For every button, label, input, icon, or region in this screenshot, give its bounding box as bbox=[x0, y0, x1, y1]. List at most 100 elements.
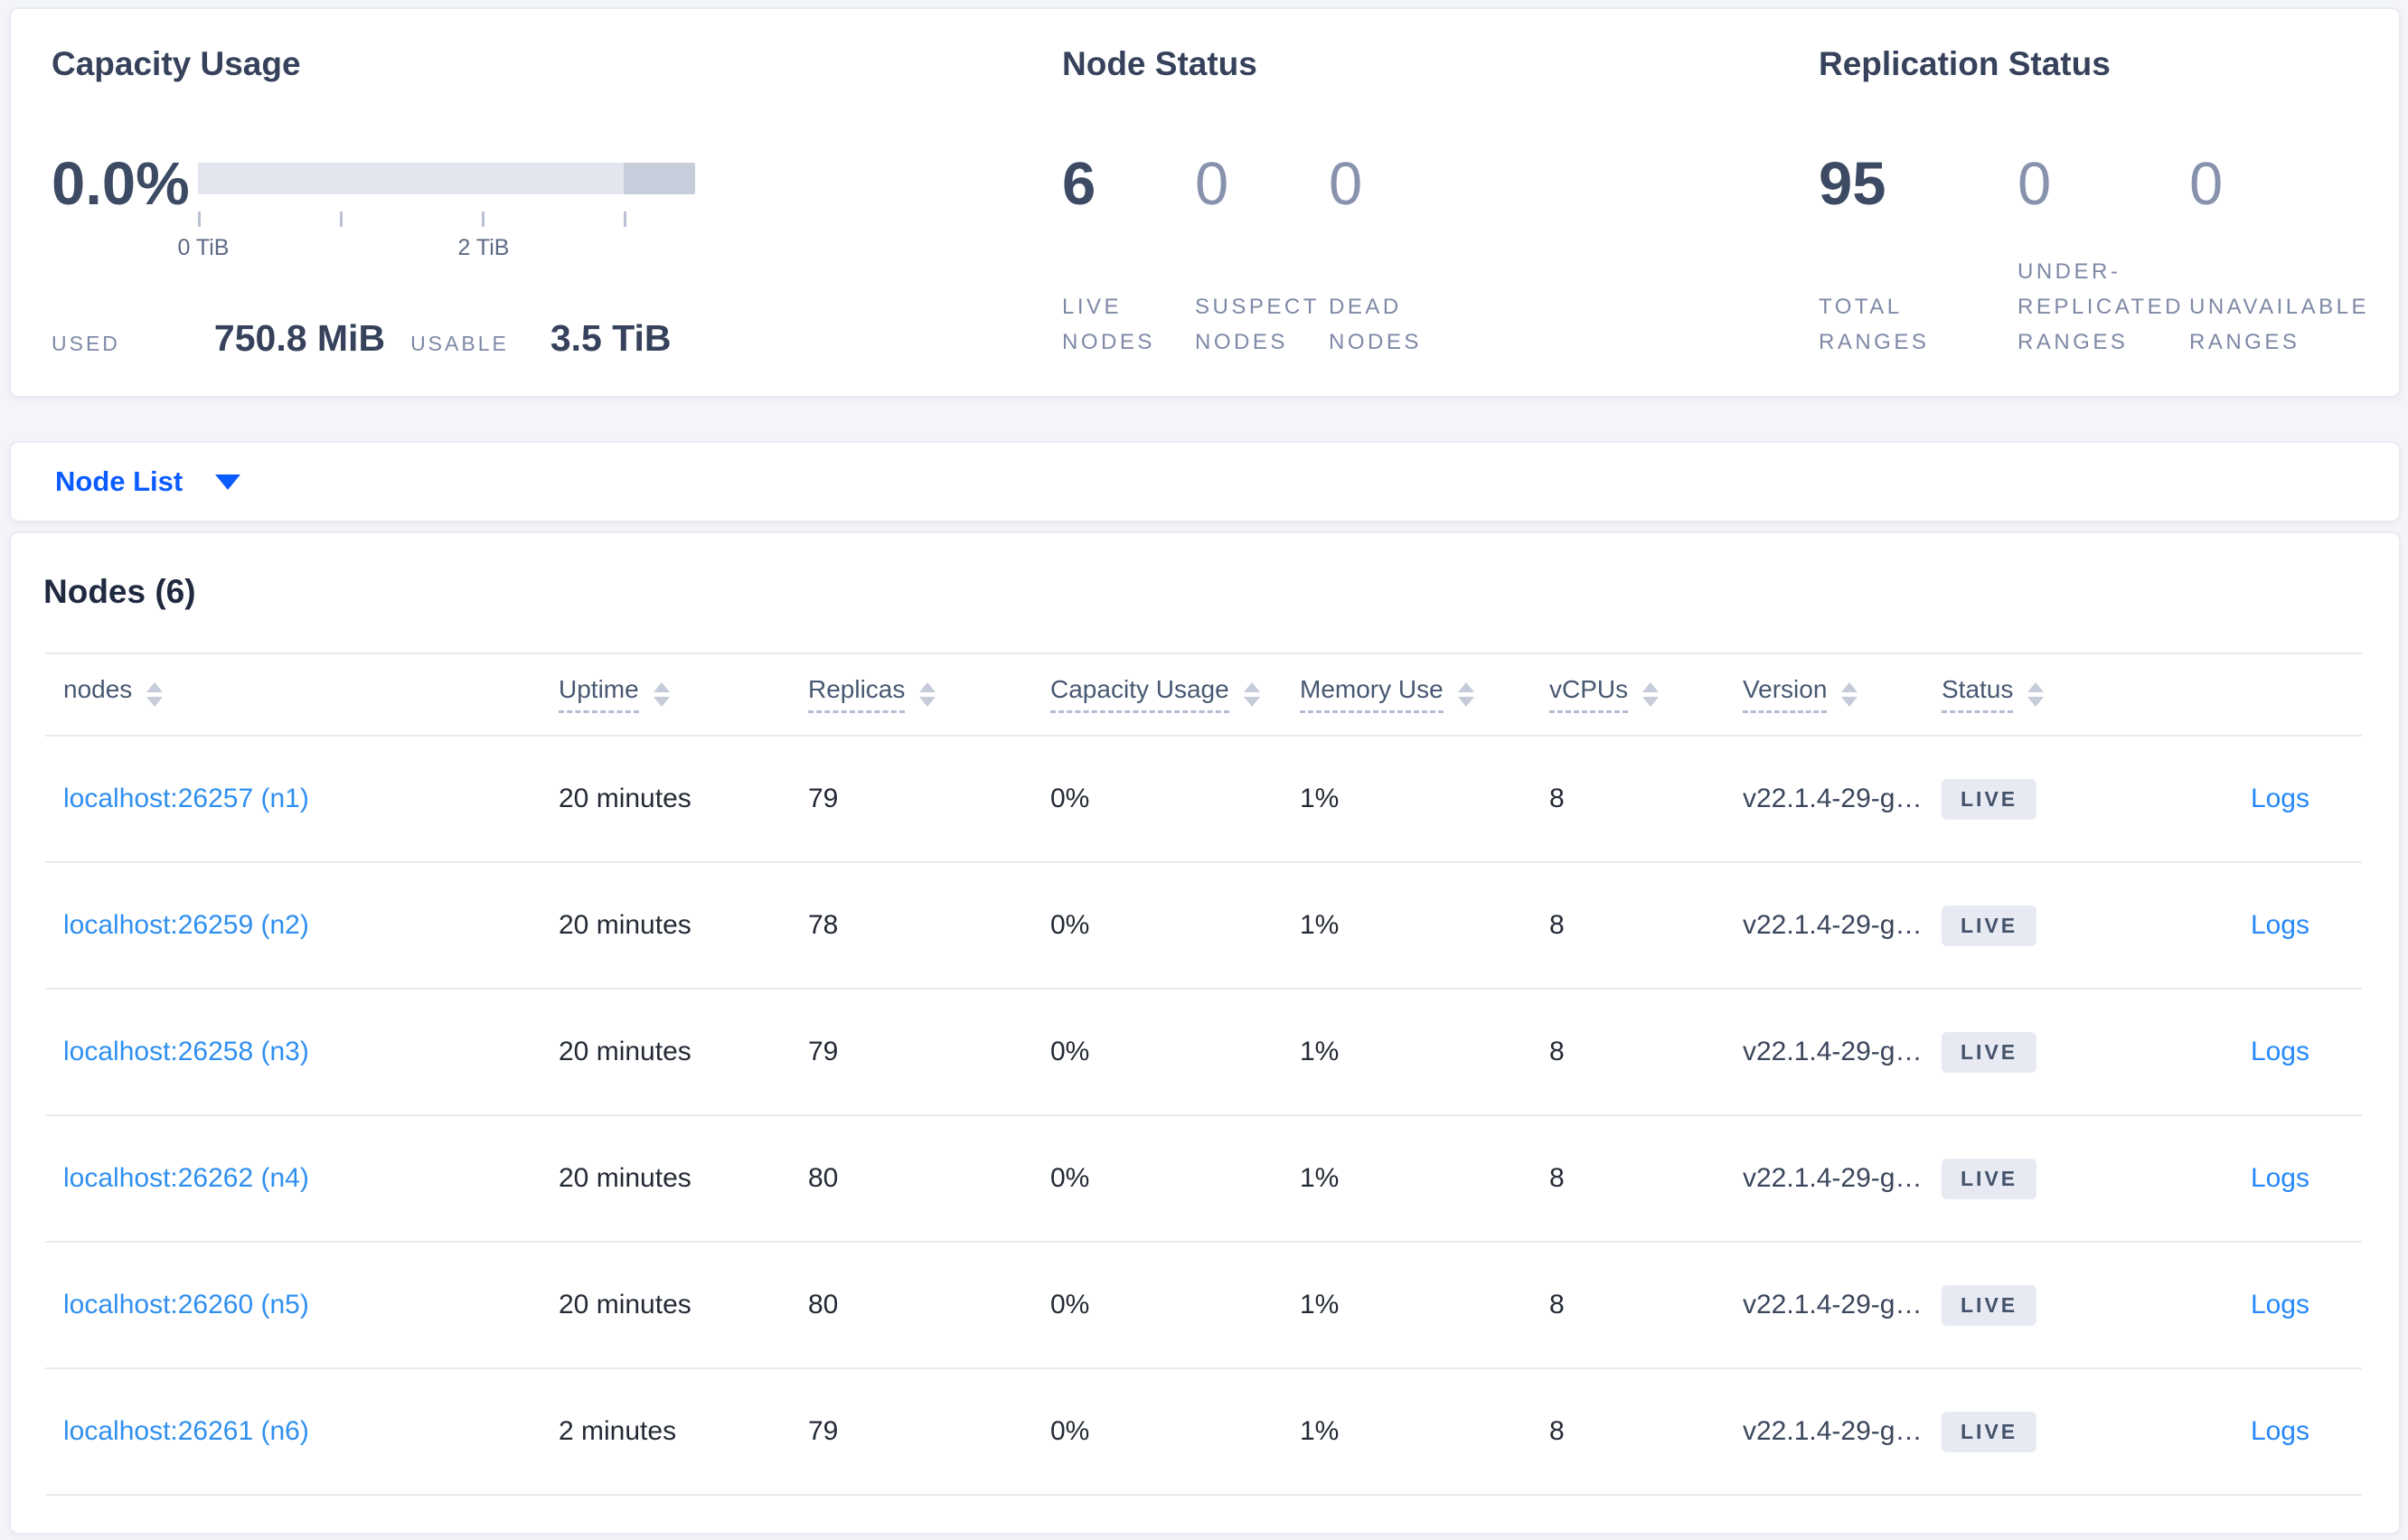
replicas-cell: 79 bbox=[808, 1416, 839, 1446]
column-header-uptime[interactable]: Uptime bbox=[559, 676, 808, 713]
node-cell: localhost:26262 (n4) bbox=[45, 1163, 559, 1194]
logs-cell: Logs bbox=[2108, 1416, 2362, 1447]
uptime-cell: 20 minutes bbox=[559, 784, 691, 813]
node-cell: localhost:26258 (n3) bbox=[45, 1037, 559, 1067]
logs-cell: Logs bbox=[2108, 1037, 2362, 1067]
replication-status-section: Replication Status 95 TOTAL RANGES 0 UNDER- R… bbox=[1819, 9, 2403, 396]
node-link[interactable]: localhost:26260 (n5) bbox=[63, 1290, 309, 1319]
capacity-bar-used-segment bbox=[624, 163, 695, 194]
sort-icon bbox=[1457, 682, 1474, 707]
summary-stat: 95 TOTAL RANGES bbox=[1819, 154, 2018, 360]
node-cell: localhost:26257 (n1) bbox=[45, 784, 559, 814]
logs-link[interactable]: Logs bbox=[2250, 1290, 2309, 1319]
node-link[interactable]: localhost:26259 (n2) bbox=[63, 910, 309, 940]
nodes-table-body: localhost:26257 (n1) 20 minutes 79 0% 1% 8 v22… bbox=[45, 737, 2362, 1496]
status-badge: LIVE bbox=[1942, 1411, 2037, 1452]
stat-label: TOTAL RANGES bbox=[1819, 295, 1930, 354]
stat-value: 0 bbox=[2189, 150, 2224, 218]
node-cell: localhost:26259 (n2) bbox=[45, 910, 559, 941]
stat-label: UNAVAILABLE RANGES bbox=[2189, 295, 2370, 354]
used-label: USED bbox=[52, 332, 120, 355]
axis-tick bbox=[624, 211, 626, 227]
stat-label: SUSPECT NODES bbox=[1195, 295, 1320, 354]
version-cell: v22.1.4-29-g… bbox=[1743, 1037, 1923, 1066]
version-cell: v22.1.4-29-g… bbox=[1743, 1290, 1923, 1319]
node-link[interactable]: localhost:26258 (n3) bbox=[63, 1037, 309, 1066]
column-header-replicas[interactable]: Replicas bbox=[808, 676, 1050, 713]
stat-label: LIVE NODES bbox=[1062, 295, 1155, 354]
replication-status-stats: 95 TOTAL RANGES 0 UNDER- REPLICATED RANGES 0 UNA… bbox=[1819, 154, 2408, 360]
sort-icon bbox=[1243, 682, 1260, 707]
used-value: 750.8 MiB bbox=[213, 317, 386, 359]
logs-link[interactable]: Logs bbox=[2250, 784, 2309, 813]
memory-use-cell: 1% bbox=[1300, 1037, 1340, 1066]
node-link[interactable]: localhost:26257 (n1) bbox=[63, 784, 309, 813]
column-header-vcpus[interactable]: vCPUs bbox=[1549, 676, 1743, 713]
axis-tick bbox=[198, 211, 201, 227]
node-link[interactable]: localhost:26261 (n6) bbox=[63, 1416, 309, 1446]
summary-stat: 6 LIVE NODES bbox=[1062, 154, 1195, 360]
stat-label: DEAD NODES bbox=[1329, 295, 1422, 354]
vcpus-cell: 8 bbox=[1549, 1163, 1565, 1193]
node-status-title: Node Status bbox=[1062, 45, 1257, 82]
stat-value: 0 bbox=[1329, 150, 1363, 218]
stat-value: 0 bbox=[2018, 150, 2052, 218]
uptime-cell: 20 minutes bbox=[559, 1037, 691, 1066]
version-cell: v22.1.4-29-g… bbox=[1743, 1163, 1923, 1193]
axis-tick bbox=[482, 211, 484, 227]
column-header-version[interactable]: Version bbox=[1743, 676, 1942, 713]
table-row: localhost:26258 (n3) 20 minutes 79 0% 1% 8 v22… bbox=[45, 990, 2362, 1116]
summary-stat: 0 SUSPECT NODES bbox=[1195, 154, 1329, 360]
status-cell: LIVE bbox=[1942, 905, 2108, 946]
summary-stat: 0 UNAVAILABLE RANGES bbox=[2189, 154, 2408, 360]
column-header-label: Capacity Usage bbox=[1050, 676, 1229, 713]
replicas-cell: 79 bbox=[808, 1037, 839, 1066]
status-cell: LIVE bbox=[1942, 1284, 2108, 1326]
node-link[interactable]: localhost:26262 (n4) bbox=[63, 1163, 309, 1193]
sort-icon bbox=[919, 682, 936, 707]
uptime-cell: 2 minutes bbox=[559, 1416, 677, 1446]
uptime-cell: 20 minutes bbox=[559, 910, 691, 940]
table-row: localhost:26259 (n2) 20 minutes 78 0% 1% 8 v22… bbox=[45, 863, 2362, 990]
nodes-table: nodes Uptime Replicas Capacity Usage Memory … bbox=[45, 653, 2362, 1496]
logs-cell: Logs bbox=[2108, 910, 2362, 941]
usable-value: 3.5 TiB bbox=[550, 317, 672, 359]
logs-link[interactable]: Logs bbox=[2250, 910, 2309, 940]
sort-icon bbox=[653, 682, 670, 707]
capacity-bar: 0 TiB 2 TiB bbox=[178, 163, 695, 271]
status-badge: LIVE bbox=[1942, 1158, 2037, 1199]
uptime-cell: 20 minutes bbox=[559, 1290, 691, 1319]
version-cell: v22.1.4-29-g… bbox=[1743, 910, 1923, 940]
logs-link[interactable]: Logs bbox=[2250, 1416, 2309, 1446]
node-list-dropdown[interactable]: Node List bbox=[55, 443, 241, 521]
logs-link[interactable]: Logs bbox=[2250, 1037, 2309, 1066]
logs-link[interactable]: Logs bbox=[2250, 1163, 2309, 1193]
cluster-overview-panel: Capacity Usage 0.0% 0 TiB 2 TiB USED 750… bbox=[9, 7, 2401, 398]
node-status-stats: 6 LIVE NODES 0 SUSPECT NODES 0 DEAD NODES bbox=[1062, 154, 1510, 360]
capacity-usage-cell: 0% bbox=[1050, 1290, 1090, 1319]
column-header-capacity-usage[interactable]: Capacity Usage bbox=[1050, 676, 1300, 713]
capacity-gauge: 0.0% 0 TiB 2 TiB bbox=[52, 154, 1001, 271]
column-header-status[interactable]: Status bbox=[1942, 676, 2108, 713]
nodes-table-header: nodes Uptime Replicas Capacity Usage Memory … bbox=[45, 653, 2362, 737]
capacity-usage-cell: 0% bbox=[1050, 784, 1090, 813]
column-header-label: Replicas bbox=[808, 676, 906, 713]
column-header-nodes[interactable]: nodes bbox=[45, 674, 559, 713]
column-header-label: nodes bbox=[63, 674, 133, 703]
summary-stat: 0 DEAD NODES bbox=[1329, 154, 1510, 360]
memory-use-cell: 1% bbox=[1300, 1416, 1340, 1446]
column-header-memory-use[interactable]: Memory Use bbox=[1300, 676, 1549, 713]
usable-label: USABLE bbox=[410, 332, 509, 355]
node-status-section: Node Status 6 LIVE NODES 0 SUSPECT NODES 0 DEAD… bbox=[1062, 9, 1749, 396]
replicas-cell: 80 bbox=[808, 1163, 839, 1193]
stat-label: UNDER- REPLICATED RANGES bbox=[2018, 259, 2184, 354]
status-badge: LIVE bbox=[1942, 905, 2037, 946]
version-cell: v22.1.4-29-g… bbox=[1743, 784, 1923, 813]
column-header-label: Memory Use bbox=[1300, 676, 1444, 713]
capacity-usage-cell: 0% bbox=[1050, 910, 1090, 940]
replicas-cell: 80 bbox=[808, 1290, 839, 1319]
memory-use-cell: 1% bbox=[1300, 784, 1340, 813]
logs-cell: Logs bbox=[2108, 784, 2362, 814]
column-header-label: Version bbox=[1743, 676, 1828, 713]
replicas-cell: 78 bbox=[808, 910, 839, 940]
